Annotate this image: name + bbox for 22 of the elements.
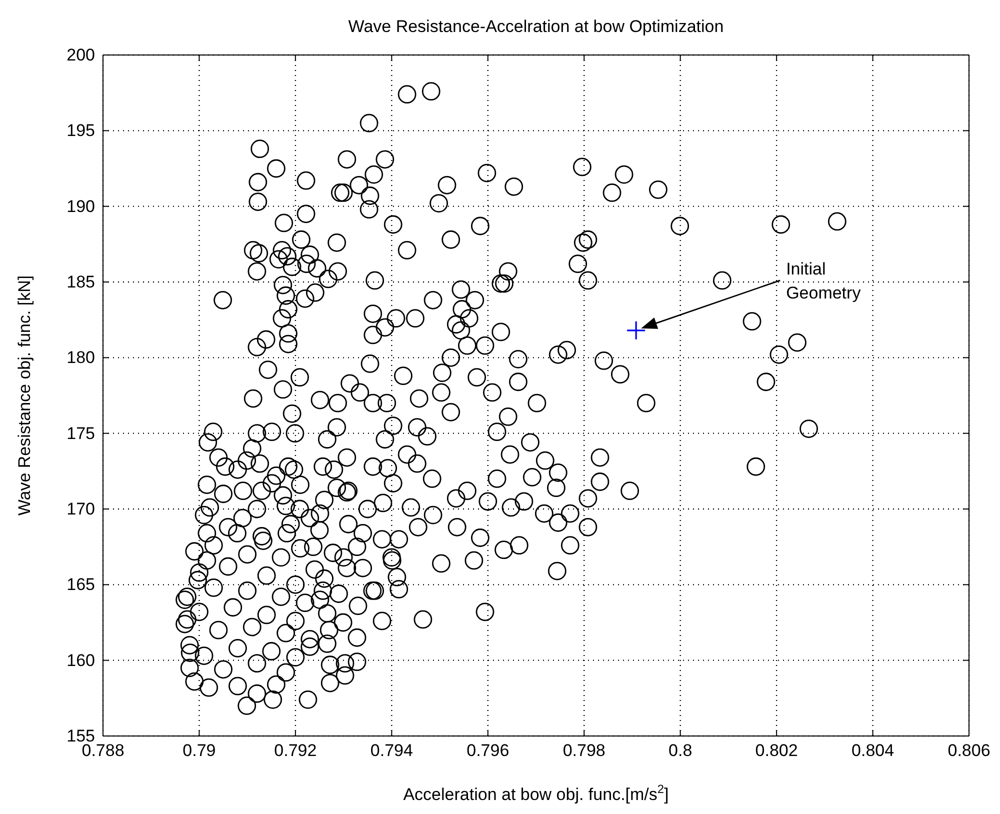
x-tick-label: 0.796 (466, 741, 510, 760)
x-tick-label: 0.804 (852, 741, 894, 760)
y-tick-label: 185 (66, 272, 95, 292)
y-axis-title: Wave Resistance obj. func. [kN] (15, 275, 34, 516)
annotation: Initial Geometry (786, 259, 862, 302)
x-tick-label: 0.79 (182, 741, 216, 760)
x-tick-label: 0.806 (948, 741, 990, 760)
x-tick-label: 0.798 (562, 741, 606, 760)
y-tick-label: 165 (66, 575, 95, 594)
x-tick-label: 0.792 (274, 741, 317, 760)
y-tick-label: 170 (66, 499, 95, 518)
y-tick-label: 175 (66, 424, 95, 443)
x-tick-label: 0.802 (755, 741, 798, 760)
x-tick-label: 0.794 (370, 741, 413, 760)
x-tick-label: 0.8 (668, 741, 692, 760)
y-tick-label: 195 (66, 121, 95, 140)
chart-title: Wave Resistance-Accelration at bow Optimization (348, 17, 724, 36)
y-tick-label: 180 (66, 348, 95, 368)
x-axis-title: Acceleration at bow obj. func.[m/s$^{2}$] (403, 782, 669, 804)
y-tick-label: 160 (66, 650, 95, 670)
y-tick-label: 190 (66, 196, 95, 216)
y-tick-label: 200 (66, 45, 95, 64)
